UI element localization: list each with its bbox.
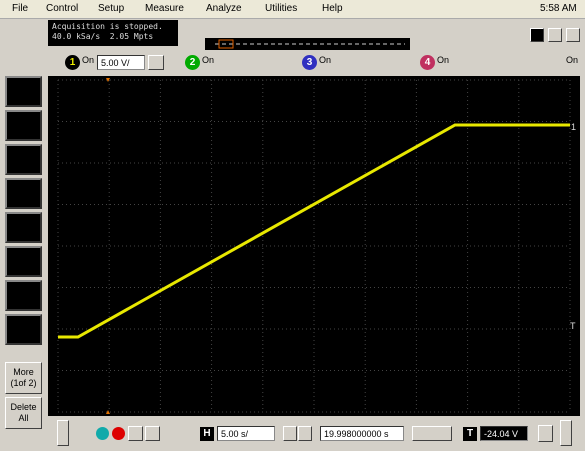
channel-number[interactable]: 2 xyxy=(185,55,200,70)
button-text: More xyxy=(13,367,34,377)
delete-button[interactable]: Delete All xyxy=(5,397,42,429)
icon-button[interactable] xyxy=(298,426,312,441)
run-button[interactable] xyxy=(96,427,109,440)
icon-button[interactable] xyxy=(566,28,580,42)
horizontal-button[interactable]: H xyxy=(200,427,214,441)
button-text: Delete xyxy=(10,402,37,412)
status-line: 40.0 kSa/s 2.05 Mpts xyxy=(52,32,154,41)
channel-on[interactable]: On xyxy=(437,55,450,65)
menu-item[interactable]: Control xyxy=(46,3,79,14)
icon-button[interactable] xyxy=(145,426,160,441)
channel-number[interactable]: 1 xyxy=(65,55,80,70)
channel-number[interactable]: 3 xyxy=(302,55,317,70)
side-icon[interactable] xyxy=(5,314,42,345)
menu-item[interactable]: Measure xyxy=(145,3,184,14)
button-text: (1of 2) xyxy=(10,378,37,388)
channel-scale[interactable]: 5.00 V/ xyxy=(97,55,145,70)
trigger-button[interactable]: T xyxy=(463,427,477,441)
stop-button[interactable] xyxy=(112,427,125,440)
grid xyxy=(57,79,571,413)
trace-marker: T xyxy=(570,321,576,331)
icon-button[interactable] xyxy=(548,28,562,42)
channel-on[interactable]: On xyxy=(202,55,215,65)
side-icon[interactable] xyxy=(5,178,42,209)
side-icon[interactable] xyxy=(5,110,42,141)
more-button[interactable]: More (1of 2) xyxy=(5,362,42,394)
menu-bar: File Control Setup Measure Analyze Utili… xyxy=(0,0,585,19)
icon-button[interactable] xyxy=(128,426,143,441)
channel-on[interactable]: On xyxy=(82,55,95,65)
icon-button[interactable] xyxy=(148,55,164,70)
clock: 5:58 AM xyxy=(540,3,577,14)
menu-item[interactable]: Setup xyxy=(98,3,125,14)
menu-item[interactable]: Help xyxy=(322,3,343,14)
graticule: 1 T xyxy=(48,76,580,416)
status-box: Acquisition is stopped. 40.0 kSa/s 2.05 … xyxy=(48,20,178,46)
scroll-button[interactable] xyxy=(57,420,69,446)
channel-on[interactable]: On xyxy=(566,55,579,65)
spin-button[interactable] xyxy=(538,425,553,442)
menu-item[interactable]: Analyze xyxy=(206,3,242,14)
trace-marker: 1 xyxy=(571,122,576,132)
menu-item[interactable]: File xyxy=(12,3,29,14)
position-field[interactable]: 19.998000000 s xyxy=(320,426,404,441)
side-icon[interactable] xyxy=(5,76,42,107)
side-icon[interactable] xyxy=(5,144,42,175)
side-icon[interactable] xyxy=(5,280,42,311)
icon-button[interactable] xyxy=(530,28,544,42)
channel-on[interactable]: On xyxy=(319,55,332,65)
channel-number[interactable]: 4 xyxy=(420,55,435,70)
overview-bar xyxy=(205,38,410,50)
menu-item[interactable]: Utilities xyxy=(265,3,298,14)
button-text: All xyxy=(18,413,29,423)
trigger-level-field[interactable]: -24.04 V xyxy=(480,426,528,441)
status-line: Acquisition is stopped. xyxy=(52,22,163,31)
scroll-button[interactable] xyxy=(560,420,572,446)
icon-button[interactable] xyxy=(283,426,297,441)
timebase-field[interactable]: 5.00 s/ xyxy=(217,426,275,441)
trace xyxy=(58,123,570,339)
side-icon[interactable] xyxy=(5,212,42,243)
nav-buttons[interactable] xyxy=(412,426,452,441)
side-icon[interactable] xyxy=(5,246,42,277)
